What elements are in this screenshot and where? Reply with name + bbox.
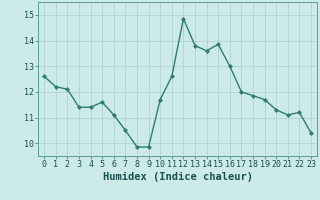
X-axis label: Humidex (Indice chaleur): Humidex (Indice chaleur) <box>103 172 252 182</box>
